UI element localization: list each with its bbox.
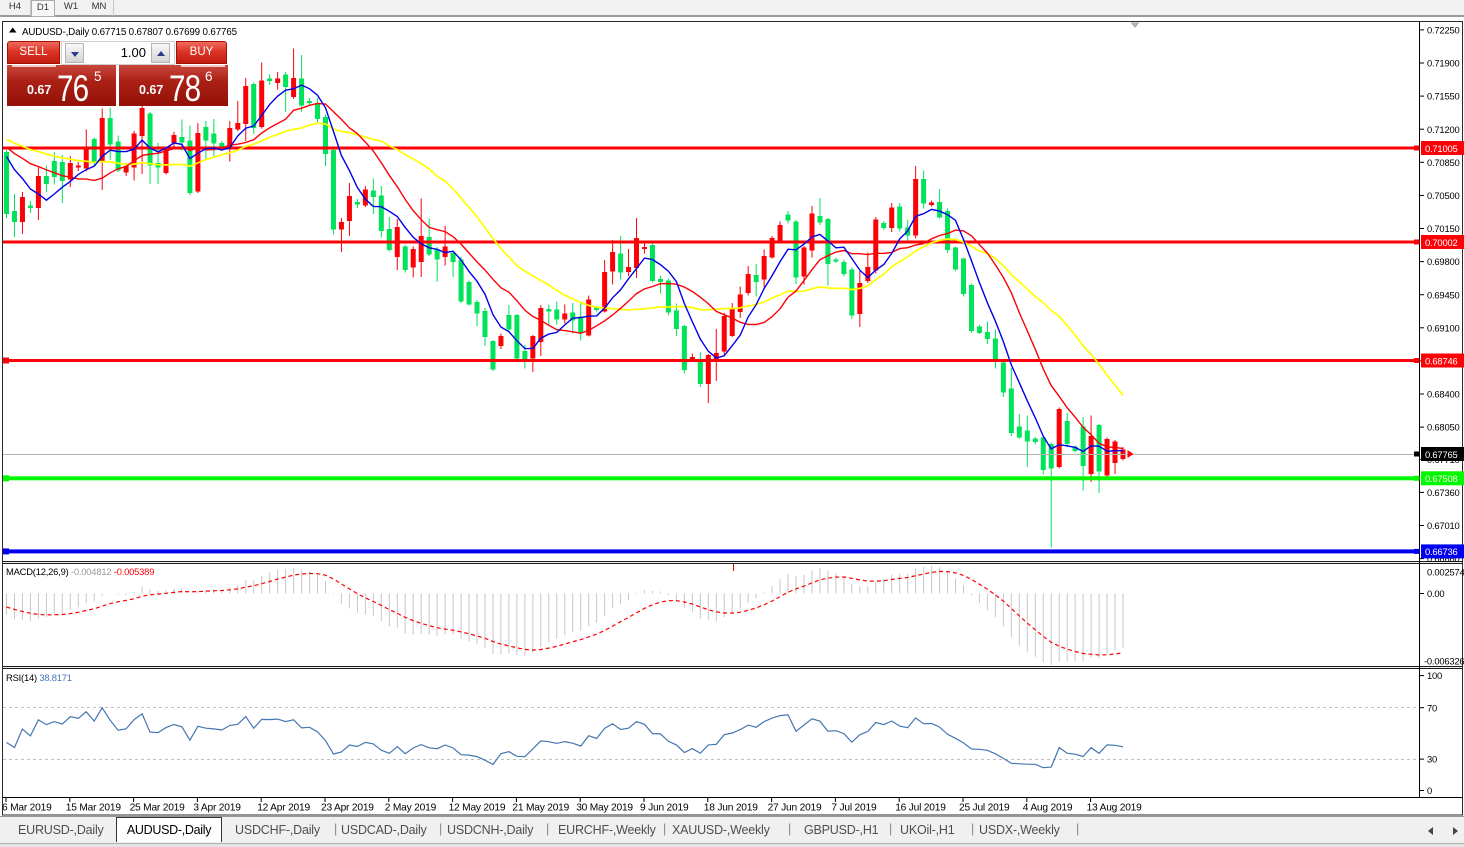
svg-text:0.71200: 0.71200 <box>1427 124 1460 135</box>
svg-text:0.67508: 0.67508 <box>1425 473 1458 484</box>
svg-text:23 Apr 2019: 23 Apr 2019 <box>321 803 374 814</box>
svg-text:30: 30 <box>1427 754 1437 765</box>
svg-text:0.70850: 0.70850 <box>1427 157 1460 168</box>
svg-text:9 Jun 2019: 9 Jun 2019 <box>640 803 689 814</box>
svg-text:3 Apr 2019: 3 Apr 2019 <box>193 803 241 814</box>
svg-text:0.67010: 0.67010 <box>1427 520 1460 531</box>
svg-text:0.68746: 0.68746 <box>1425 355 1458 366</box>
svg-text:30 May 2019: 30 May 2019 <box>576 803 633 814</box>
svg-text:0.69100: 0.69100 <box>1427 322 1460 333</box>
svg-text:MACD(12,26,9) -0.004812 -0.005: MACD(12,26,9) -0.004812 -0.005389 <box>6 566 154 577</box>
svg-text:0.67765: 0.67765 <box>1425 449 1458 460</box>
svg-text:0.66736: 0.66736 <box>1425 546 1458 557</box>
svg-text:2 May 2019: 2 May 2019 <box>385 803 437 814</box>
svg-text:0.70002: 0.70002 <box>1425 237 1458 248</box>
svg-text:6 Mar 2019: 6 Mar 2019 <box>2 803 52 814</box>
svg-text:0.71550: 0.71550 <box>1427 91 1460 102</box>
svg-text:0.70150: 0.70150 <box>1427 223 1460 234</box>
svg-text:AUDUSD-,Daily 0.67715 0.67807: AUDUSD-,Daily 0.67715 0.67807 0.67699 0.… <box>22 27 238 38</box>
svg-text:0.69800: 0.69800 <box>1427 256 1460 267</box>
svg-text:15 Mar 2019: 15 Mar 2019 <box>66 803 122 814</box>
svg-text:100: 100 <box>1427 670 1442 681</box>
svg-text:27 Jun 2019: 27 Jun 2019 <box>768 803 822 814</box>
svg-text:0.68050: 0.68050 <box>1427 422 1460 433</box>
svg-text:0.66660: 0.66660 <box>1427 553 1460 564</box>
svg-text:0.002574: 0.002574 <box>1427 567 1464 578</box>
svg-text:13 Aug 2019: 13 Aug 2019 <box>1087 803 1143 814</box>
svg-text:0.00: 0.00 <box>1427 588 1444 599</box>
svg-text:70: 70 <box>1427 702 1437 713</box>
svg-text:18 Jun 2019: 18 Jun 2019 <box>704 803 758 814</box>
svg-text:16 Jul 2019: 16 Jul 2019 <box>895 803 946 814</box>
svg-text:0: 0 <box>1427 785 1432 796</box>
svg-text:21 May 2019: 21 May 2019 <box>512 803 569 814</box>
svg-text:RSI(14) 38.8171: RSI(14) 38.8171 <box>6 672 72 683</box>
svg-text:0.68400: 0.68400 <box>1427 389 1460 400</box>
svg-text:12 May 2019: 12 May 2019 <box>449 803 506 814</box>
svg-text:25 Mar 2019: 25 Mar 2019 <box>130 803 186 814</box>
svg-text:-0.006326: -0.006326 <box>1424 656 1464 667</box>
svg-text:0.70500: 0.70500 <box>1427 190 1460 201</box>
svg-text:12 Apr 2019: 12 Apr 2019 <box>257 803 310 814</box>
svg-text:7 Jul 2019: 7 Jul 2019 <box>831 803 877 814</box>
svg-text:0.71900: 0.71900 <box>1427 58 1460 69</box>
svg-text:0.71005: 0.71005 <box>1425 143 1458 154</box>
svg-text:0.67360: 0.67360 <box>1427 487 1460 498</box>
svg-text:0.69450: 0.69450 <box>1427 289 1460 300</box>
svg-text:25 Jul 2019: 25 Jul 2019 <box>959 803 1010 814</box>
svg-text:4 Aug 2019: 4 Aug 2019 <box>1023 803 1073 814</box>
svg-text:0.72250: 0.72250 <box>1427 25 1460 36</box>
